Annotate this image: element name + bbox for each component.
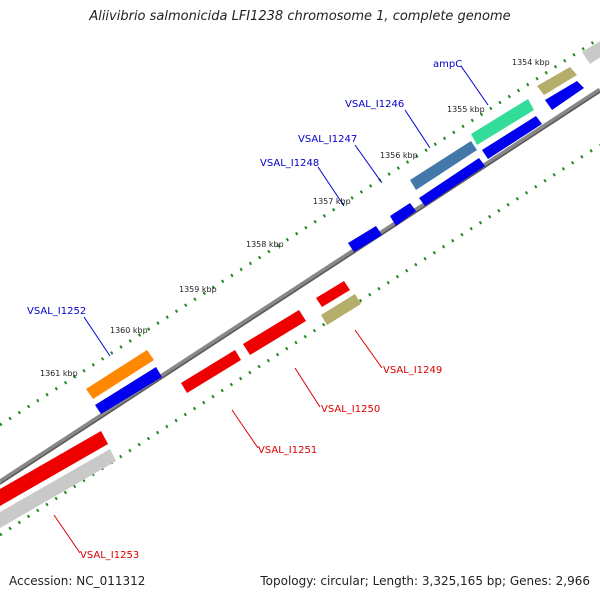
gene-feature-vsal-i1249-olive[interactable]: [321, 294, 361, 325]
tick-label-1360: 1360 kbp: [110, 326, 148, 335]
connector-vsal-i1249: [354, 329, 383, 369]
connector-vsal-i1252: [83, 316, 111, 357]
gene-feature-1354-olive[interactable]: [537, 67, 577, 95]
connector-vsal-i1253: [53, 514, 81, 554]
inner-tick-row: [0, 143, 600, 537]
outer-tick-row: [0, 36, 600, 427]
accession-text: Accession: NC_011312: [9, 574, 146, 588]
tick-label-1361: 1361 kbp: [40, 369, 78, 378]
topology-info-text: Topology: circular; Length: 3,325,165 bp…: [260, 574, 590, 588]
tick-label-1355: 1355 kbp: [447, 105, 485, 114]
connector-vsal-i1248: [317, 166, 345, 207]
gene-feature-vsal-i1253-grey[interactable]: [0, 449, 116, 528]
tick-label-1359: 1359 kbp: [179, 285, 217, 294]
gene-feature-1354-blue[interactable]: [545, 81, 584, 110]
gene-feature-ampc-green[interactable]: [471, 99, 534, 145]
gene-label-vsal-i1249[interactable]: VSAL_I1249: [383, 365, 442, 376]
genome-backbone-shade: [0, 91, 600, 485]
gene-feature-vsal-i1247-blue[interactable]: [390, 203, 416, 226]
connector-vsal-i1246: [404, 109, 431, 149]
genome-backbone: [0, 87, 600, 485]
tick-label-1356: 1356 kbp: [380, 151, 418, 160]
gene-label-vsal-i1248[interactable]: VSAL_I1248: [260, 158, 319, 169]
gene-feature-vsal-i1246-steel[interactable]: [410, 141, 477, 190]
gene-feature-vsal-i1251-red[interactable]: [181, 350, 241, 393]
gene-label-vsal-i1251[interactable]: VSAL_I1251: [258, 445, 317, 456]
gene-feature-vsal-i1252-blue[interactable]: [95, 367, 162, 414]
gene-feature-1356-blue[interactable]: [419, 158, 485, 206]
connector-ampc: [460, 65, 489, 106]
gene-label-vsal-i1252[interactable]: VSAL_I1252: [27, 306, 86, 317]
map-title: Aliivibrio salmonicida LFI1238 chromosom…: [89, 9, 511, 24]
gene-feature-vsal-i1252-orange[interactable]: [86, 350, 154, 399]
gene-feature-vsal-i1249-red[interactable]: [316, 281, 350, 307]
connector-vsal-i1251: [231, 409, 259, 449]
gene-feature-1355-blue[interactable]: [482, 116, 542, 159]
gene-feature-vsal-i1250-red[interactable]: [243, 310, 306, 355]
gene-label-vsal-i1250[interactable]: VSAL_I1250: [321, 404, 380, 415]
connector-vsal-i1247: [354, 144, 383, 184]
gene-feature-vsal-i1253-red[interactable]: [0, 431, 108, 506]
gene-label-vsal-i1247[interactable]: VSAL_I1247: [298, 134, 357, 145]
gene-feature-vsal-i1248-blue[interactable]: [348, 226, 382, 252]
gene-feature-top-right-grey[interactable]: [582, 40, 600, 64]
gene-label-ampc[interactable]: ampC: [433, 59, 462, 70]
tick-label-1354: 1354 kbp: [512, 58, 550, 67]
tick-label-1357: 1357 kbp: [313, 197, 351, 206]
tick-label-1358: 1358 kbp: [246, 240, 284, 249]
gene-label-vsal-i1246[interactable]: VSAL_I1246: [345, 99, 404, 110]
connector-vsal-i1250: [294, 367, 321, 408]
gene-label-vsal-i1253[interactable]: VSAL_I1253: [80, 550, 139, 561]
